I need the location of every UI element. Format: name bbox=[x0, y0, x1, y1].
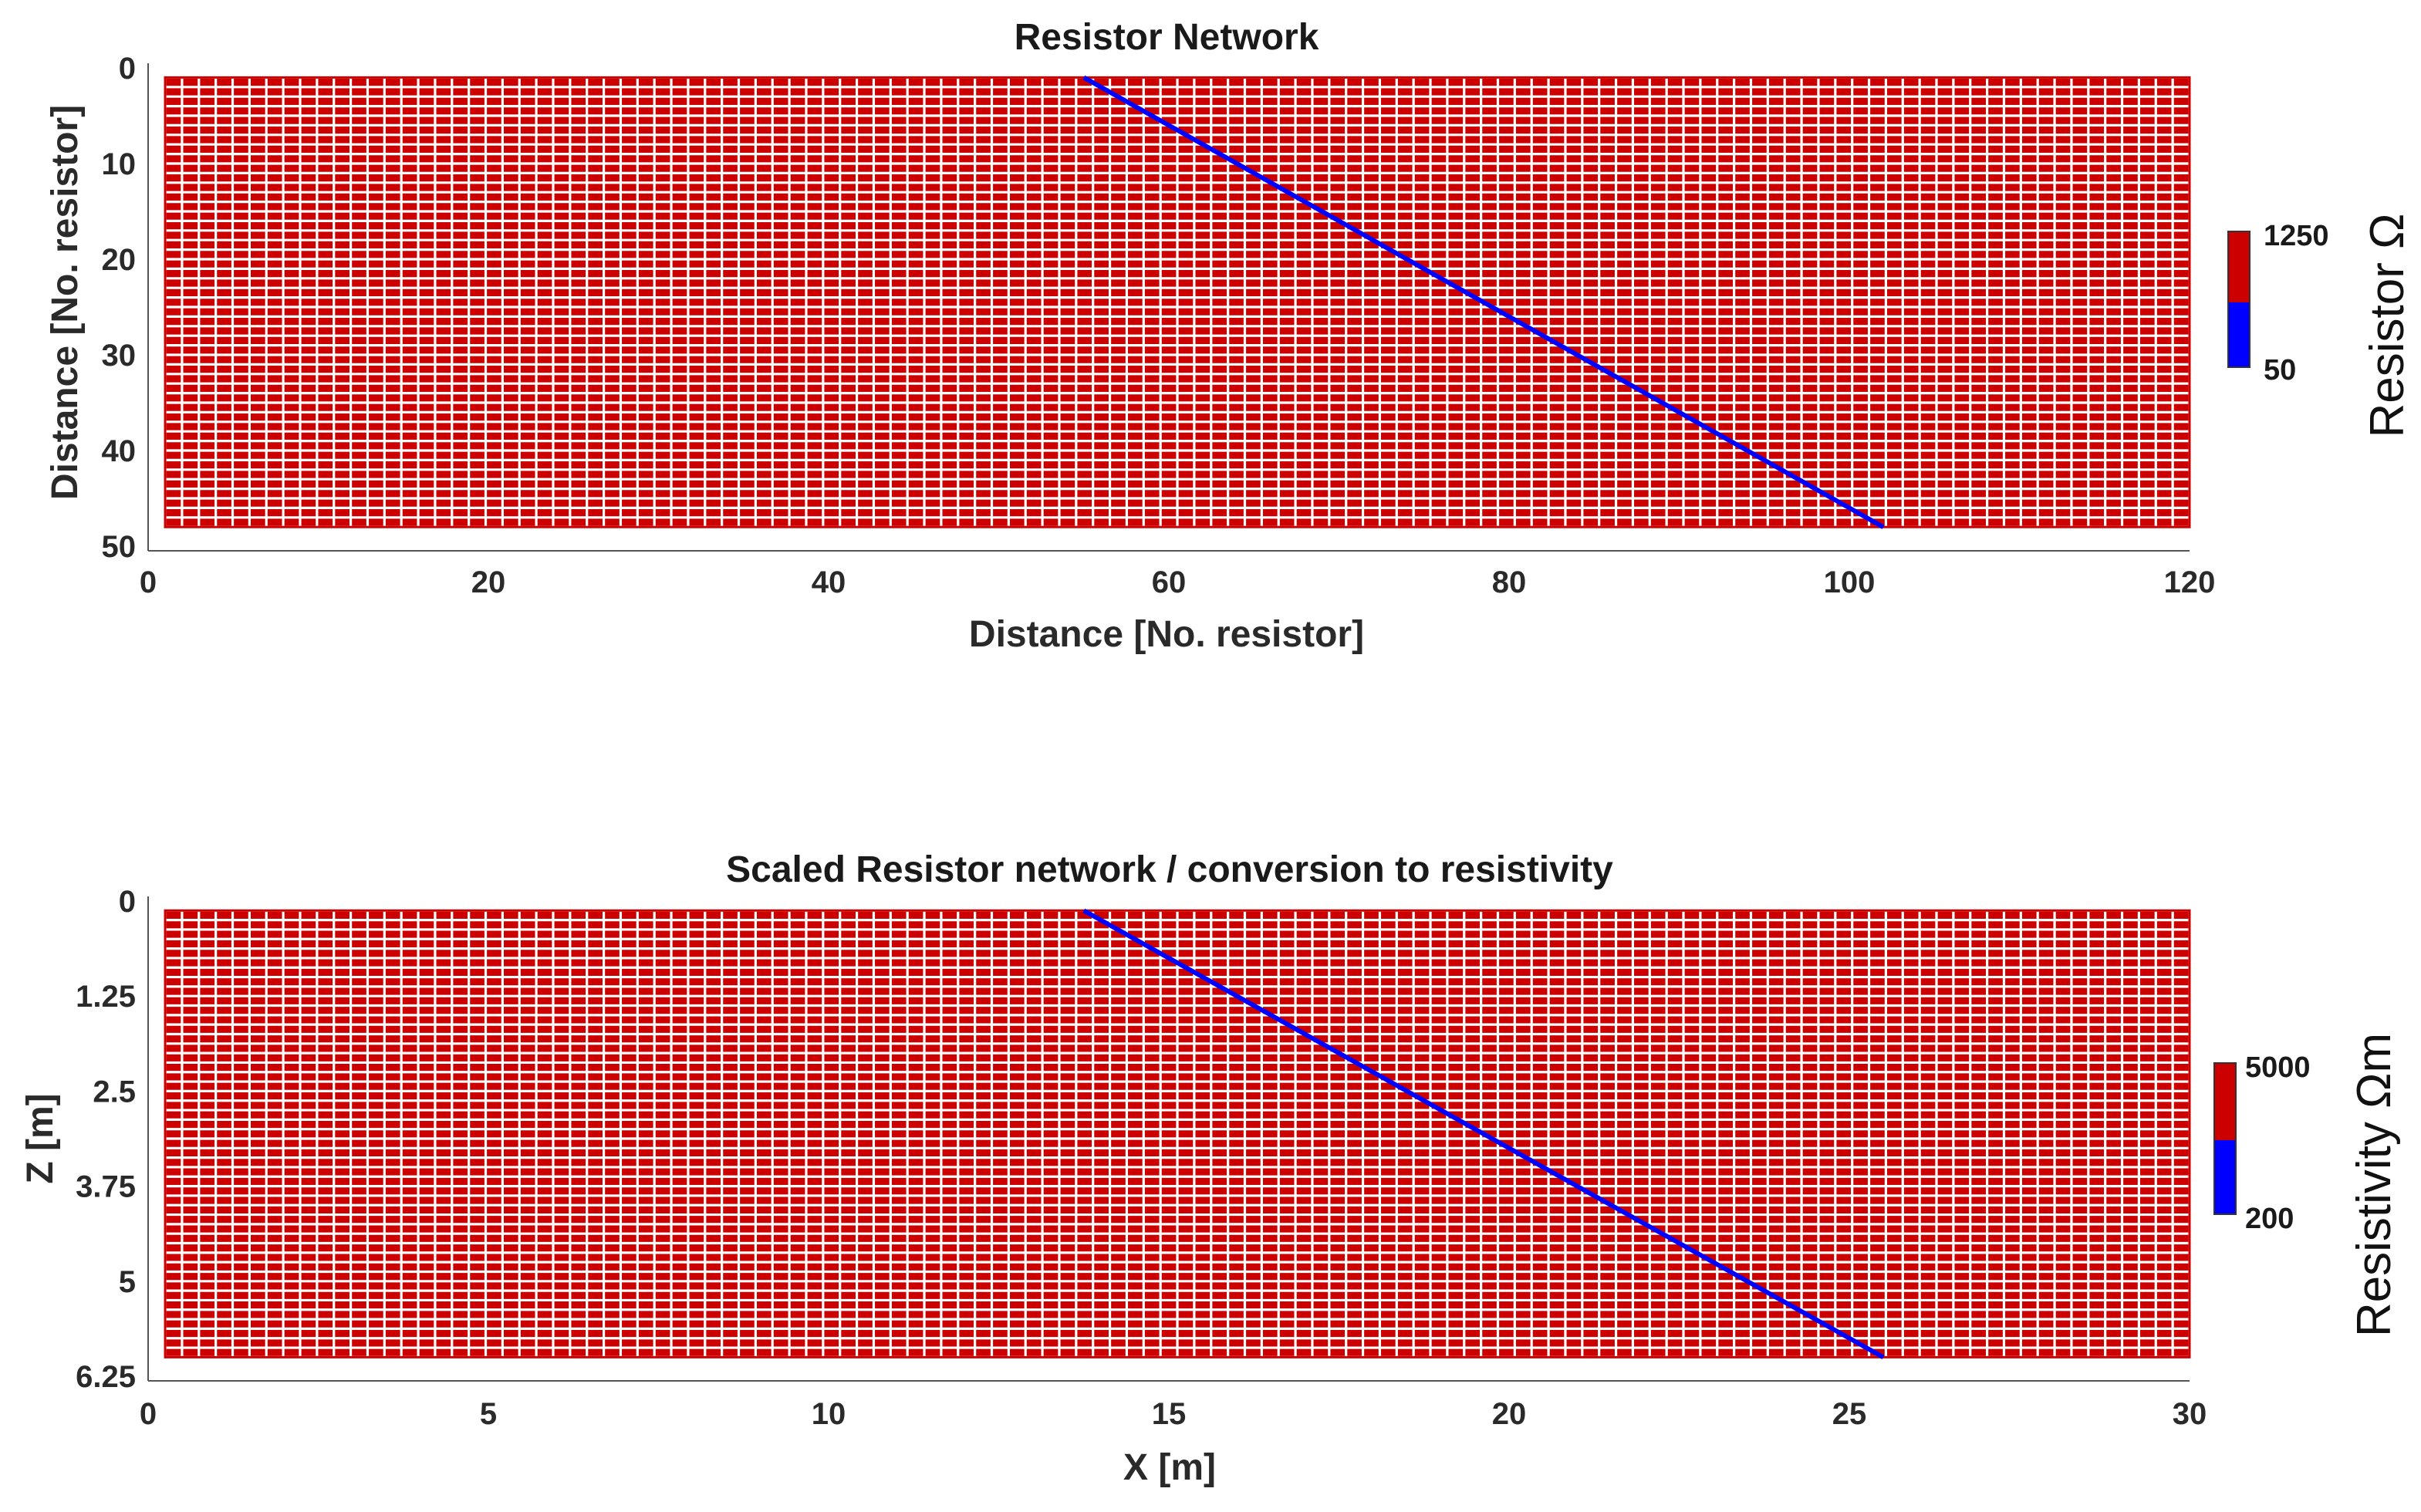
x-tick-label: 15 bbox=[1152, 1397, 1187, 1431]
x-tick-label: 25 bbox=[1832, 1397, 1867, 1431]
x-tick-label: 0 bbox=[140, 1397, 157, 1431]
colorbar: 5000 200 Resistivity Ωm bbox=[2213, 1033, 2401, 1337]
y-tick-label: 1.25 bbox=[76, 980, 136, 1014]
resistor-grid-lines bbox=[164, 909, 2191, 1358]
x-tick-label: 0 bbox=[140, 565, 157, 599]
colorbar-high-segment bbox=[2214, 1063, 2236, 1140]
y-tick-label: 2.5 bbox=[93, 1075, 136, 1109]
colorbar: 1250 50 Resistor Ω bbox=[2227, 214, 2414, 438]
colorbar-frame bbox=[2213, 1062, 2237, 1215]
y-tick-labels: 0 1.25 2.5 3.75 5 6.25 bbox=[76, 885, 136, 1394]
resistor-grid-lines bbox=[164, 76, 2191, 528]
x-tick-label: 80 bbox=[1492, 565, 1527, 599]
y-tick-label: 10 bbox=[102, 147, 137, 181]
chart-title: Resistor Network bbox=[1015, 17, 1319, 58]
plot-area bbox=[147, 896, 2191, 1382]
colorbar-high-segment bbox=[2228, 231, 2250, 302]
x-tick-label: 30 bbox=[2173, 1397, 2207, 1431]
x-tick-label: 120 bbox=[2164, 565, 2216, 599]
chart-resistor-network: Resistor Network 0 20 40 60 80 100 120 0 10 20 30… bbox=[45, 17, 2414, 655]
y-tick-label: 50 bbox=[102, 530, 137, 564]
chart-scaled-resistivity: Scaled Resistor network / conversion to … bbox=[20, 849, 2401, 1488]
y-tick-label: 5 bbox=[119, 1265, 136, 1299]
y-axis-label: Distance [No. resistor] bbox=[45, 105, 86, 500]
x-tick-label: 20 bbox=[471, 565, 506, 599]
y-tick-labels: 0 10 20 30 40 50 bbox=[102, 52, 137, 564]
low-resistance-anomaly-line bbox=[1082, 908, 1885, 1359]
colorbar-max-label: 1250 bbox=[2264, 220, 2329, 252]
y-tick-label: 30 bbox=[102, 339, 137, 373]
x-tick-label: 60 bbox=[1152, 565, 1187, 599]
x-axis-label: Distance [No. resistor] bbox=[969, 614, 1364, 655]
resistor-grid-outline bbox=[164, 76, 2191, 528]
resistor-grid-outline bbox=[164, 909, 2191, 1358]
x-tick-label: 100 bbox=[1824, 565, 1876, 599]
colorbar-low-segment bbox=[2214, 1140, 2236, 1214]
colorbar-label: Resistor Ω bbox=[2361, 214, 2414, 438]
x-tick-labels: 0 5 10 15 20 25 30 bbox=[140, 1397, 2207, 1431]
y-tick-label: 0 bbox=[119, 52, 136, 86]
y-tick-label: 20 bbox=[102, 243, 137, 277]
x-tick-label: 10 bbox=[812, 1397, 846, 1431]
x-tick-label: 40 bbox=[812, 565, 846, 599]
x-axis-label: X [m] bbox=[1123, 1447, 1216, 1488]
colorbar-min-label: 200 bbox=[2245, 1203, 2294, 1235]
colorbar-min-label: 50 bbox=[2264, 354, 2296, 386]
chart-title: Scaled Resistor network / conversion to … bbox=[726, 849, 1613, 890]
x-tick-labels: 0 20 40 60 80 100 120 bbox=[140, 565, 2216, 599]
y-tick-label: 6.25 bbox=[76, 1360, 136, 1394]
y-axis-label: Z [m] bbox=[20, 1093, 61, 1183]
colorbar-label: Resistivity Ωm bbox=[2348, 1033, 2401, 1337]
colorbar-low-segment bbox=[2228, 302, 2250, 367]
x-tick-label: 20 bbox=[1492, 1397, 1527, 1431]
x-tick-label: 5 bbox=[480, 1397, 497, 1431]
colorbar-max-label: 5000 bbox=[2245, 1051, 2311, 1084]
plot-area bbox=[147, 63, 2191, 552]
y-tick-label: 40 bbox=[102, 434, 137, 468]
y-tick-label: 0 bbox=[119, 885, 136, 919]
y-tick-label: 3.75 bbox=[76, 1170, 136, 1204]
colorbar-frame bbox=[2227, 231, 2250, 368]
low-resistance-anomaly-line bbox=[1082, 75, 1885, 529]
